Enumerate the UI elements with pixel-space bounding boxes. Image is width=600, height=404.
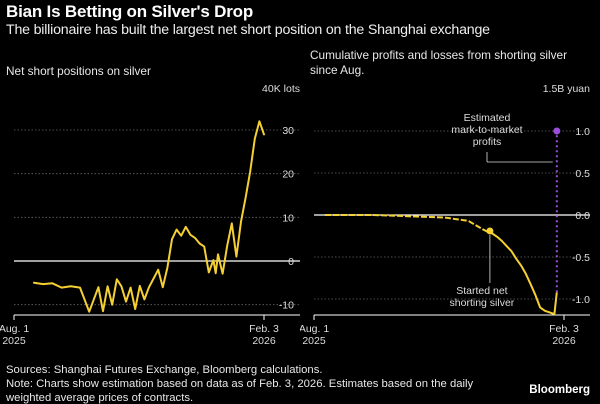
estimate-annotation-text: Estimated bbox=[464, 112, 511, 124]
right-ytick-label: 0.0 bbox=[575, 210, 590, 222]
left-xtick-year: 2025 bbox=[2, 335, 26, 347]
right-ytick-label: 1.0 bbox=[575, 126, 590, 138]
right-series-line-early bbox=[325, 214, 488, 233]
start-annotation-text: Started net bbox=[456, 285, 507, 297]
left-xtick-label: Feb. 3 bbox=[249, 323, 279, 335]
sources-note: Sources: Shanghai Futures Exchange, Bloo… bbox=[6, 364, 323, 376]
left-panel-title: Net short positions on silver bbox=[6, 64, 151, 78]
right-ytick-label: 0.5 bbox=[575, 168, 590, 180]
estimation-note: Note: Charts show estimation based on da… bbox=[6, 378, 474, 390]
chart-subtitle: The billionaire has built the largest ne… bbox=[6, 22, 490, 38]
right-unit-label: 1.5B yuan bbox=[543, 83, 590, 95]
start-annotation-text: shorting silver bbox=[450, 297, 515, 309]
right-xtick-year: 2026 bbox=[552, 335, 576, 347]
right-xtick-label: Feb. 3 bbox=[549, 323, 579, 335]
chart-title: Bian Is Betting on Silver's Drop bbox=[6, 2, 254, 21]
left-ytick-label: -10 bbox=[279, 300, 294, 312]
estimate-annotation-text: mark-to-market bbox=[451, 124, 522, 136]
right-ytick-label: -1.0 bbox=[572, 294, 590, 306]
start-marker-dot bbox=[486, 227, 494, 235]
right-xtick-label: Aug. 1 bbox=[300, 323, 329, 335]
left-ytick-label: 0 bbox=[288, 256, 294, 268]
left-ytick-label: 10 bbox=[282, 212, 294, 224]
right-panel-title: Cumulative profits and losses from short… bbox=[310, 48, 568, 77]
left-unit-label: 40K lots bbox=[262, 83, 300, 95]
left-ytick-label: 30 bbox=[282, 125, 294, 137]
left-series-line bbox=[33, 120, 265, 313]
right-series-line bbox=[487, 230, 558, 316]
right-ytick-label: -0.5 bbox=[572, 252, 590, 264]
left-xtick-year: 2026 bbox=[252, 335, 276, 347]
estimate-annotation-text: profits bbox=[473, 136, 502, 148]
estimation-note-continued: weighted average prices of contracts. bbox=[6, 392, 194, 404]
left-ytick-label: 20 bbox=[282, 169, 294, 181]
bloomberg-logo: Bloomberg bbox=[529, 384, 590, 396]
estimated-profit-dot bbox=[553, 127, 561, 135]
left-xtick-label: Aug. 1 bbox=[0, 323, 29, 335]
right-xtick-year: 2025 bbox=[302, 335, 326, 347]
